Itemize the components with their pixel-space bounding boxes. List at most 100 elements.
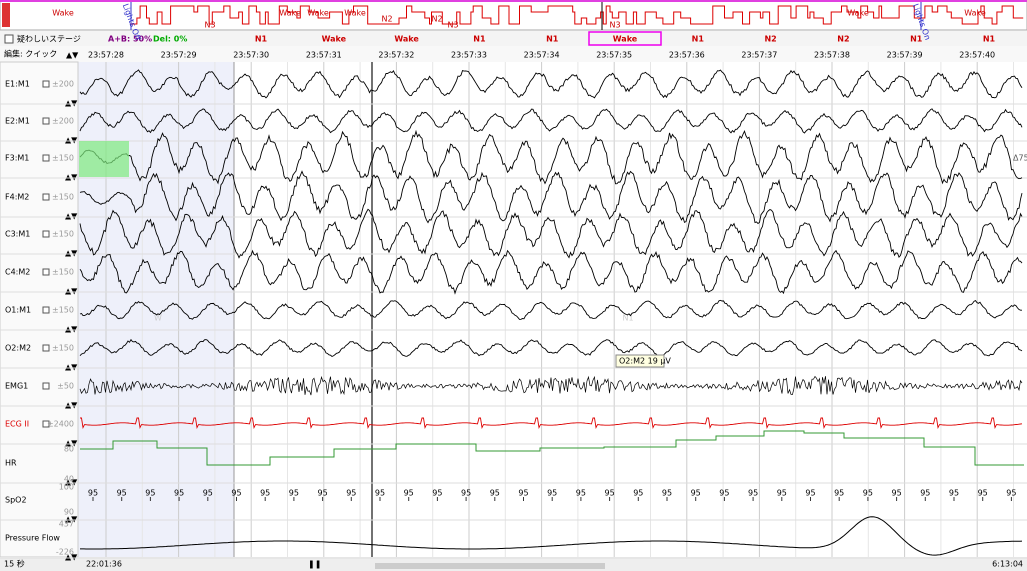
channel-toggle[interactable] <box>42 117 50 125</box>
channel-toggle[interactable] <box>42 306 50 314</box>
spo2-reading: 95 <box>174 489 184 498</box>
spo2-reading: 95 <box>231 489 241 498</box>
channel-arrows[interactable]: ▲▼ <box>65 363 78 372</box>
epoch-stage[interactable]: Wake <box>394 35 419 44</box>
flow-trace <box>80 516 1023 556</box>
checkbox[interactable] <box>4 34 14 44</box>
channel-arrows[interactable]: ▲▼ <box>65 99 78 108</box>
hypnogram-label: Wake <box>964 9 986 18</box>
channel-toggle[interactable] <box>42 382 50 390</box>
edit-mode[interactable]: 編集: クイック <box>4 49 57 59</box>
channel-scale: ±2400 <box>47 420 74 429</box>
channel-label: EMG1 <box>5 382 28 391</box>
hypnogram-label: Wake <box>847 9 869 18</box>
spo2-reading: 95 <box>117 489 127 498</box>
tooltip-box <box>615 354 665 368</box>
epoch-stage[interactable]: Wake <box>322 35 347 44</box>
channel-toggle[interactable] <box>42 420 50 428</box>
channel-arrows[interactable]: ▲▼ <box>65 325 78 334</box>
ab-ratio: A+B: 50% <box>108 35 152 44</box>
time-label: 23:57:35 <box>596 51 632 60</box>
spo2-reading: 95 <box>289 489 299 498</box>
channel-scale: ±150 <box>52 344 74 353</box>
spo2-reading: 95 <box>490 489 500 498</box>
epoch-stage[interactable]: N1 <box>692 35 705 44</box>
epoch-stage[interactable]: Wake <box>613 35 638 44</box>
sort-arrows[interactable]: ▲▼ <box>66 51 79 60</box>
channel-toggle[interactable] <box>42 344 50 352</box>
flow-axis: -226 <box>56 548 74 557</box>
spo2-reading: 95 <box>633 489 643 498</box>
current-epoch-box <box>588 31 662 46</box>
checkbox-label[interactable]: 疑わしいステージ <box>17 34 81 44</box>
epoch-stage[interactable]: N1 <box>546 35 559 44</box>
channel-toggle[interactable] <box>42 230 50 238</box>
spo2-reading: 95 <box>920 489 930 498</box>
time-label: 23:57:28 <box>88 51 124 60</box>
channel-arrows[interactable]: ▲▼ <box>65 553 78 562</box>
spo2-axis: 90 <box>64 508 74 517</box>
pause-button[interactable]: ❚❚ <box>308 560 321 569</box>
stage-watermark: W <box>154 314 162 323</box>
epoch-stage[interactable]: N1 <box>910 35 923 44</box>
epoch-stage[interactable]: N2 <box>764 35 776 44</box>
waveform <box>79 108 1023 134</box>
spo2-reading: 95 <box>777 489 787 498</box>
channel-arrows[interactable]: ▲▼ <box>65 287 78 296</box>
channel-arrows[interactable]: ▲▼ <box>65 478 78 487</box>
channel-arrows[interactable]: ▲▼ <box>65 173 78 182</box>
channel-scale: ±150 <box>52 154 74 163</box>
spo2-reading: 95 <box>346 489 356 498</box>
scrollbar[interactable] <box>375 563 605 569</box>
hypnogram-trace <box>130 5 1024 25</box>
channel-arrows[interactable]: ▲▼ <box>65 439 78 448</box>
spo2-reading: 95 <box>547 489 557 498</box>
hypnogram-label: N3 <box>204 21 215 30</box>
channel-scale: ±150 <box>52 193 74 202</box>
waveform <box>79 69 1023 99</box>
time-label: 23:57:32 <box>378 51 414 60</box>
channel-arrows[interactable]: ▲▼ <box>65 212 78 221</box>
spo2-reading: 95 <box>863 489 873 498</box>
channel-arrows[interactable]: ▲▼ <box>65 515 78 524</box>
channel-arrows[interactable]: ▲▼ <box>65 249 78 258</box>
spo2-reading: 95 <box>805 489 815 498</box>
epoch-stage[interactable]: N1 <box>473 35 486 44</box>
start-time: 22:01:36 <box>86 560 122 569</box>
channel-label: O1:M1 <box>5 306 31 315</box>
channel-toggle[interactable] <box>42 154 50 162</box>
hypnogram-label: N2 <box>381 15 392 24</box>
hypnogram-label: N3 <box>447 21 458 30</box>
tooltip: O2:M2 19 µV <box>619 357 671 366</box>
channel-arrows[interactable]: ▲▼ <box>65 136 78 145</box>
channel-toggle[interactable] <box>42 193 50 201</box>
time-label: 23:57:29 <box>161 51 197 60</box>
spo2-reading: 95 <box>518 489 528 498</box>
epoch-stage[interactable]: N2 <box>837 35 849 44</box>
window-length[interactable]: 15 秒 <box>4 559 25 569</box>
channel-toggle[interactable] <box>42 268 50 276</box>
time-label: 23:57:36 <box>669 51 705 60</box>
time-row <box>0 46 1027 62</box>
channel-label: C4:M2 <box>5 268 30 277</box>
epoch-stage[interactable]: N1 <box>255 35 268 44</box>
channel-toggle[interactable] <box>42 80 50 88</box>
spo2-reading: 95 <box>834 489 844 498</box>
spo2-reading: 95 <box>432 489 442 498</box>
spo2-reading: 95 <box>145 489 155 498</box>
channel-label: C3:M1 <box>5 230 30 239</box>
channel-arrows[interactable]: ▲▼ <box>65 401 78 410</box>
artifact-highlight <box>79 141 129 177</box>
hypnogram-label: Wake <box>52 9 74 18</box>
waveform <box>79 208 1023 259</box>
channel-label: F4:M2 <box>5 193 29 202</box>
channel-label: F3:M1 <box>5 154 29 163</box>
spo2-reading: 95 <box>260 489 270 498</box>
spo2-reading: 95 <box>748 489 758 498</box>
waveform <box>79 375 1023 396</box>
spo2-reading: 95 <box>375 489 385 498</box>
epoch-stage[interactable]: N1 <box>983 35 996 44</box>
time-label: 23:57:33 <box>451 51 487 60</box>
waveform <box>80 417 1023 430</box>
